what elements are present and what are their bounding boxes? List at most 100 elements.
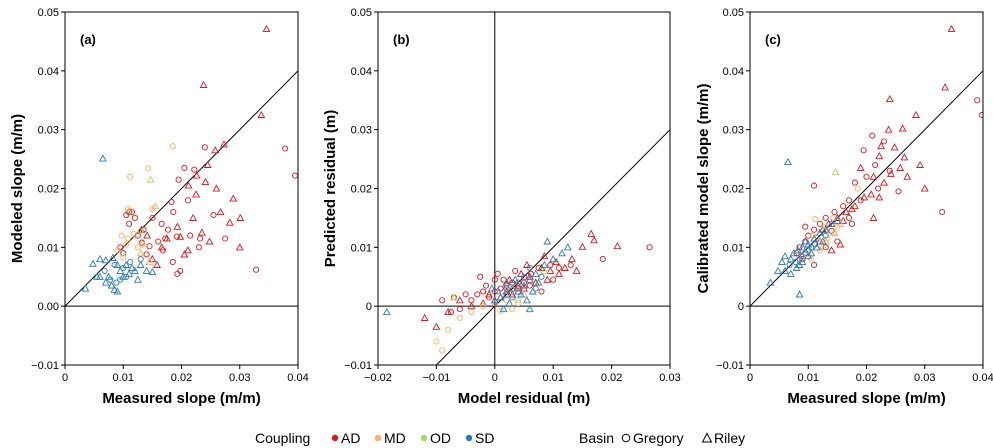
point-ad-gregory	[599, 256, 606, 263]
point-ad-riley	[201, 177, 210, 186]
point-sd-gregory	[101, 267, 108, 274]
point-ad-gregory	[567, 261, 574, 269]
legend: Coupling AD MD OD SD Basin Gregory Riley	[255, 430, 745, 446]
point-ad-gregory	[447, 309, 455, 316]
x-tick-label: 0.01	[798, 372, 819, 384]
point-ad-riley	[517, 269, 526, 277]
y-tick-label: 0.00	[38, 301, 59, 313]
point-ad-gregory	[282, 145, 289, 152]
point-sd-riley	[101, 256, 110, 264]
point-sd-riley	[514, 287, 523, 295]
point-sd-riley	[487, 284, 496, 292]
point-ad-gregory	[474, 291, 481, 298]
y-tick-label: 0.03	[38, 125, 59, 137]
point-ad-riley	[220, 140, 228, 148]
point-sd-riley	[531, 269, 540, 277]
point-sd-gregory	[503, 285, 510, 292]
y-tick-label: 0.05	[351, 7, 372, 19]
point-ad-riley	[485, 290, 493, 298]
point-ad-gregory	[177, 267, 184, 274]
point-sd-gregory	[532, 285, 539, 292]
legend-md-label: MD	[384, 430, 406, 446]
point-sd-gregory	[786, 261, 793, 269]
point-sd-riley	[781, 252, 789, 260]
x-tick-label: 0.03	[914, 372, 935, 384]
point-sd-riley	[766, 278, 775, 286]
point-sd-riley	[101, 278, 110, 286]
x-tick-label: 0.02	[856, 372, 877, 384]
point-sd-riley	[818, 237, 827, 245]
point-md-gregory	[120, 254, 127, 261]
one-to-one-line	[436, 129, 670, 365]
point-ad-riley	[912, 110, 920, 118]
point-ad-gregory	[149, 214, 156, 221]
point-ad-gregory	[173, 233, 180, 240]
point-md-gregory	[130, 230, 137, 237]
point-md-gregory	[169, 143, 176, 150]
point-md-gregory	[468, 309, 475, 316]
point-sd-gregory	[515, 279, 522, 286]
point-sd-riley	[108, 253, 117, 261]
point-ad-riley	[880, 178, 888, 186]
point-md-gregory	[139, 241, 146, 248]
point-ad-riley	[884, 125, 893, 133]
point-sd-riley	[815, 228, 824, 236]
y-tick-label: 0.04	[723, 66, 744, 78]
point-ad-riley	[173, 222, 182, 230]
point-ad-riley	[920, 184, 929, 192]
point-ad-riley	[508, 290, 517, 298]
point-ad-gregory	[195, 244, 203, 251]
point-md-gregory	[515, 300, 522, 307]
point-ad-gregory	[550, 276, 557, 283]
x-tick-label: −0.01	[422, 372, 450, 384]
point-ad-gregory	[165, 226, 172, 233]
point-md-gregory	[124, 235, 131, 242]
point-sd-riley	[81, 284, 90, 292]
plot-frame	[377, 11, 671, 366]
point-ad-riley	[572, 266, 581, 274]
point-sd-gregory	[509, 294, 516, 301]
point-sd-riley	[778, 257, 786, 266]
point-ad-gregory	[477, 273, 484, 280]
x-tick-label: 0.02	[171, 372, 192, 384]
point-ad-gregory	[120, 250, 127, 257]
point-ad-riley	[578, 242, 587, 250]
point-ad-riley	[432, 322, 441, 330]
y-axis-label: Modeled slope (m/m)	[9, 114, 26, 263]
y-tick-label: 0.02	[723, 184, 744, 196]
point-ad-gregory	[538, 288, 545, 295]
legend-gregory-label: Gregory	[633, 430, 684, 446]
point-md-gregory	[127, 173, 134, 180]
one-to-one-line	[65, 70, 298, 307]
point-sd-riley	[98, 154, 107, 162]
point-ad-gregory	[170, 208, 177, 216]
point-sd-gregory	[107, 276, 114, 283]
point-ad-gregory	[143, 251, 150, 258]
x-tick-label: −0.02	[364, 372, 392, 384]
point-ad-gregory	[886, 167, 893, 174]
y-tick-label: 0.03	[351, 125, 372, 137]
point-sd-gregory	[494, 288, 501, 295]
point-ad-gregory	[978, 111, 983, 119]
panel-label: (a)	[80, 32, 96, 47]
point-md-gregory	[509, 306, 516, 313]
point-ad-riley	[199, 80, 208, 88]
point-ad-gregory	[181, 164, 188, 171]
point-sd-riley	[781, 266, 789, 274]
point-ad-gregory	[159, 247, 166, 254]
point-ad-riley	[896, 163, 905, 171]
legend-riley-label: Riley	[714, 430, 745, 446]
point-ad-riley	[257, 110, 266, 118]
point-md-gregory	[114, 247, 121, 254]
point-ad-gregory	[840, 203, 847, 210]
point-ad-gregory	[482, 282, 490, 289]
point-ad-riley	[869, 172, 878, 180]
point-ad-riley	[839, 216, 848, 224]
point-ad-riley	[916, 160, 925, 168]
point-ad-riley	[192, 171, 201, 179]
plot-area	[750, 24, 983, 307]
point-md-riley	[830, 228, 839, 236]
point-ad-gregory	[802, 223, 809, 230]
point-ad-gregory	[974, 97, 981, 104]
